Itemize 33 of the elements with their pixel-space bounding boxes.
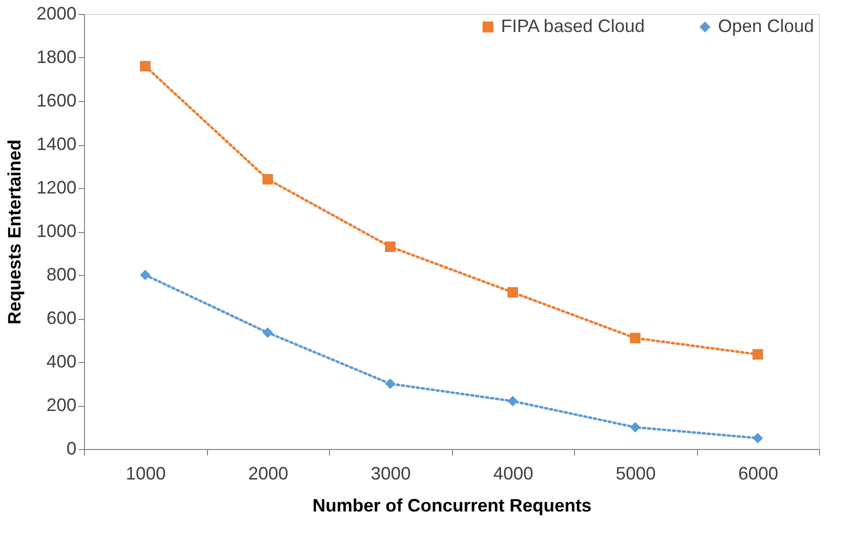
point xyxy=(140,270,150,280)
point xyxy=(262,174,273,185)
y-tick-label: 0 xyxy=(66,438,76,458)
x-tick-label: 1000 xyxy=(126,464,166,484)
point xyxy=(630,332,640,344)
point xyxy=(508,396,518,406)
legend-label: FIPA based Cloud xyxy=(501,16,645,36)
x-tick-label: 2000 xyxy=(248,464,288,484)
y-tick-label: 1000 xyxy=(36,221,76,241)
y-tick-label: 1600 xyxy=(36,90,76,110)
point xyxy=(262,327,273,338)
point xyxy=(385,378,396,389)
x-tick-label: 5000 xyxy=(616,464,656,484)
y-tick-label: 1400 xyxy=(36,134,76,154)
y-tick-label: 600 xyxy=(46,308,76,328)
point xyxy=(752,349,763,360)
point xyxy=(508,287,518,298)
x-axis-title: Number of Concurrent Requents xyxy=(312,496,592,516)
y-tick-label: 800 xyxy=(46,264,76,284)
point xyxy=(630,422,640,432)
y-tick-label: 200 xyxy=(46,395,76,415)
x-tick-label: 3000 xyxy=(370,464,411,484)
x-tick-label: 6000 xyxy=(738,464,778,484)
y-tick-label: 1800 xyxy=(36,47,76,67)
point xyxy=(140,60,150,72)
y-axis-title: Requests Entertained xyxy=(4,139,24,325)
y-tick-label: 1200 xyxy=(36,178,76,198)
legend-label: Open Cloud xyxy=(718,16,814,36)
y-tick-label: 2000 xyxy=(36,4,76,24)
x-tick-label: 4000 xyxy=(493,464,534,484)
point xyxy=(385,241,396,252)
point xyxy=(752,432,763,444)
y-tick-label: 400 xyxy=(46,352,76,372)
